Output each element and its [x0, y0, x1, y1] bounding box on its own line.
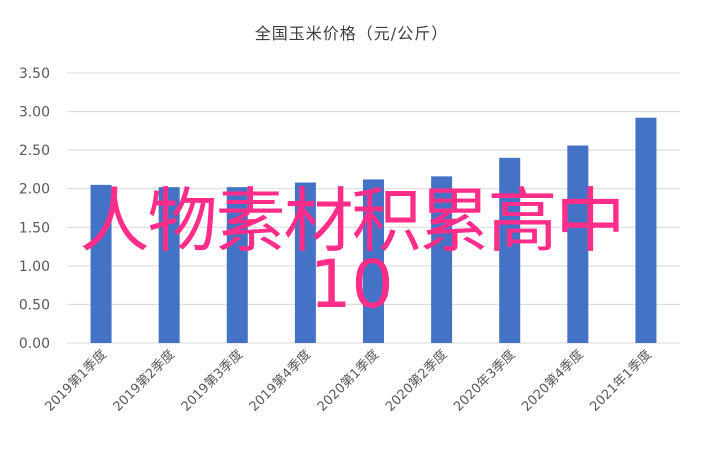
y-tick-label: 0.00: [19, 336, 50, 352]
y-tick-label: 3.50: [19, 66, 50, 82]
y-tick-label: 3.00: [19, 105, 50, 121]
bar: [90, 184, 112, 343]
bar: [158, 187, 180, 343]
x-tick-label: 2019第3季度: [178, 347, 246, 415]
y-tick-label: 2.50: [19, 143, 50, 159]
x-tick-label: 2019第1季度: [42, 347, 110, 415]
bar: [226, 187, 248, 343]
bar: [635, 117, 657, 343]
x-tick-label: 2020第1季度: [314, 347, 382, 415]
y-tick-label: 1.00: [19, 259, 50, 275]
bar: [499, 157, 521, 343]
x-tick-label: 2020第2季度: [382, 347, 450, 415]
y-tick-label: 0.50: [19, 297, 50, 313]
bar: [567, 145, 589, 343]
x-tick-label: 2021年1季度: [587, 347, 655, 415]
bar: [294, 182, 316, 343]
x-tick-label: 2019第2季度: [110, 347, 178, 415]
bar: [363, 179, 384, 343]
x-tick-label: 2020年3季度: [450, 347, 518, 415]
chart-title: 全国玉米价格（元/公斤）: [254, 24, 449, 43]
x-tick-label: 2020第4季度: [519, 347, 587, 415]
y-tick-label: 2.00: [19, 182, 50, 198]
bar: [431, 176, 453, 343]
x-tick-label: 2019第4季度: [246, 347, 314, 415]
y-tick-label: 1.50: [19, 220, 50, 236]
